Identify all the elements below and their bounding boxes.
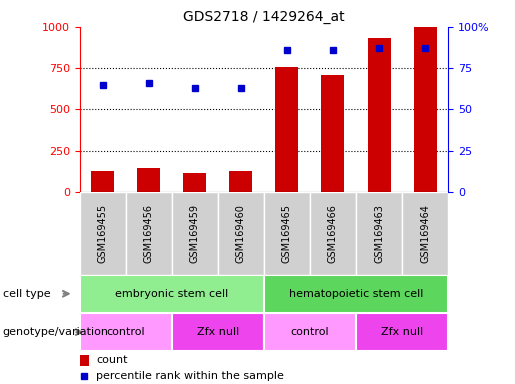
Text: GSM169459: GSM169459 — [190, 204, 200, 263]
Bar — [229, 171, 252, 192]
Bar — [356, 313, 448, 351]
Text: percentile rank within the sample: percentile rank within the sample — [96, 371, 284, 381]
Bar — [80, 313, 172, 351]
Text: GSM169460: GSM169460 — [236, 204, 246, 263]
Text: genotype/variation: genotype/variation — [3, 327, 109, 337]
Bar — [183, 173, 207, 192]
Text: hematopoietic stem cell: hematopoietic stem cell — [289, 289, 423, 299]
Bar — [276, 66, 299, 192]
Text: embryonic stem cell: embryonic stem cell — [115, 289, 229, 299]
Bar — [172, 192, 218, 275]
Bar — [414, 27, 437, 192]
Bar — [138, 168, 160, 192]
Bar — [356, 192, 402, 275]
Text: GSM169464: GSM169464 — [420, 204, 430, 263]
Bar — [218, 192, 264, 275]
Bar — [172, 313, 264, 351]
Bar — [368, 38, 390, 192]
Text: Zfx null: Zfx null — [197, 327, 239, 337]
Text: cell type: cell type — [3, 289, 50, 299]
Text: count: count — [96, 356, 128, 366]
Bar — [80, 355, 89, 366]
Bar — [264, 313, 356, 351]
Bar — [310, 192, 356, 275]
Bar — [264, 275, 448, 313]
Title: GDS2718 / 1429264_at: GDS2718 / 1429264_at — [183, 10, 345, 25]
Bar — [402, 192, 448, 275]
Bar — [321, 75, 345, 192]
Bar — [126, 192, 172, 275]
Text: control: control — [290, 327, 329, 337]
Text: GSM169463: GSM169463 — [374, 204, 384, 263]
Bar — [264, 192, 310, 275]
Text: Zfx null: Zfx null — [381, 327, 423, 337]
Bar — [80, 192, 126, 275]
Text: GSM169465: GSM169465 — [282, 204, 292, 263]
Text: GSM169456: GSM169456 — [144, 204, 154, 263]
Text: GSM169466: GSM169466 — [328, 204, 338, 263]
Text: GSM169455: GSM169455 — [98, 204, 108, 263]
Bar — [91, 170, 114, 192]
Bar — [80, 275, 264, 313]
Text: control: control — [107, 327, 145, 337]
